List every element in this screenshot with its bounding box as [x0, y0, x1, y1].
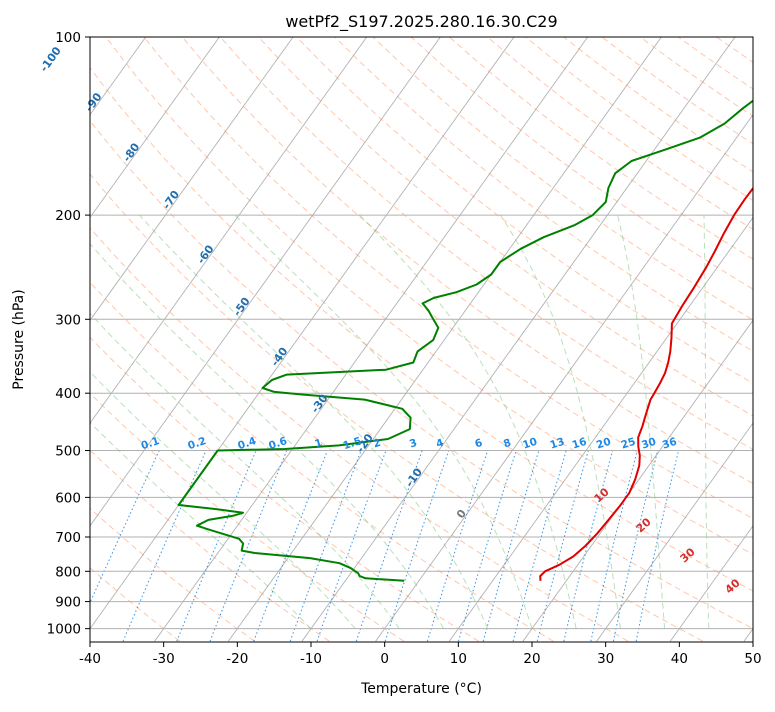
chart-title: wetPf2_S197.2025.280.16.30.C29 [285, 12, 557, 32]
x-tick-label: 0 [380, 651, 389, 667]
y-tick-label: 800 [55, 564, 81, 580]
y-tick-label: 400 [55, 386, 81, 402]
y-axis-label: Pressure (hPa) [11, 289, 27, 389]
x-tick-label: -40 [79, 651, 101, 667]
x-tick-label: 20 [523, 651, 540, 667]
x-tick-label: 40 [671, 651, 688, 667]
y-tick-label: 1000 [47, 622, 81, 638]
x-tick-label: -10 [300, 651, 322, 667]
y-tick-label: 300 [55, 312, 81, 328]
x-tick-label: 10 [450, 651, 467, 667]
y-tick-label: 200 [55, 208, 81, 224]
y-tick-label: 900 [55, 595, 81, 611]
y-tick-label: 600 [55, 490, 81, 506]
x-tick-label: -30 [153, 651, 175, 667]
x-tick-label: 30 [597, 651, 614, 667]
x-axis-label: Temperature (°C) [360, 681, 482, 697]
y-tick-label: 100 [55, 30, 81, 46]
x-tick-label: 50 [744, 651, 761, 667]
y-tick-label: 700 [55, 530, 81, 546]
x-tick-label: -20 [226, 651, 248, 667]
y-tick-label: 500 [55, 444, 81, 460]
